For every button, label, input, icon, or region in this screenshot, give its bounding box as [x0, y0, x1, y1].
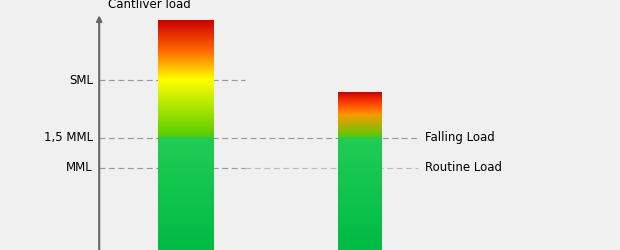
Text: 1,5 MML: 1,5 MML [44, 131, 93, 144]
Text: SML: SML [69, 74, 93, 86]
Text: Falling Load: Falling Load [425, 131, 495, 144]
Text: MML: MML [66, 161, 93, 174]
Text: Routine Load: Routine Load [425, 161, 502, 174]
Text: Cantliver load: Cantliver load [108, 0, 191, 11]
